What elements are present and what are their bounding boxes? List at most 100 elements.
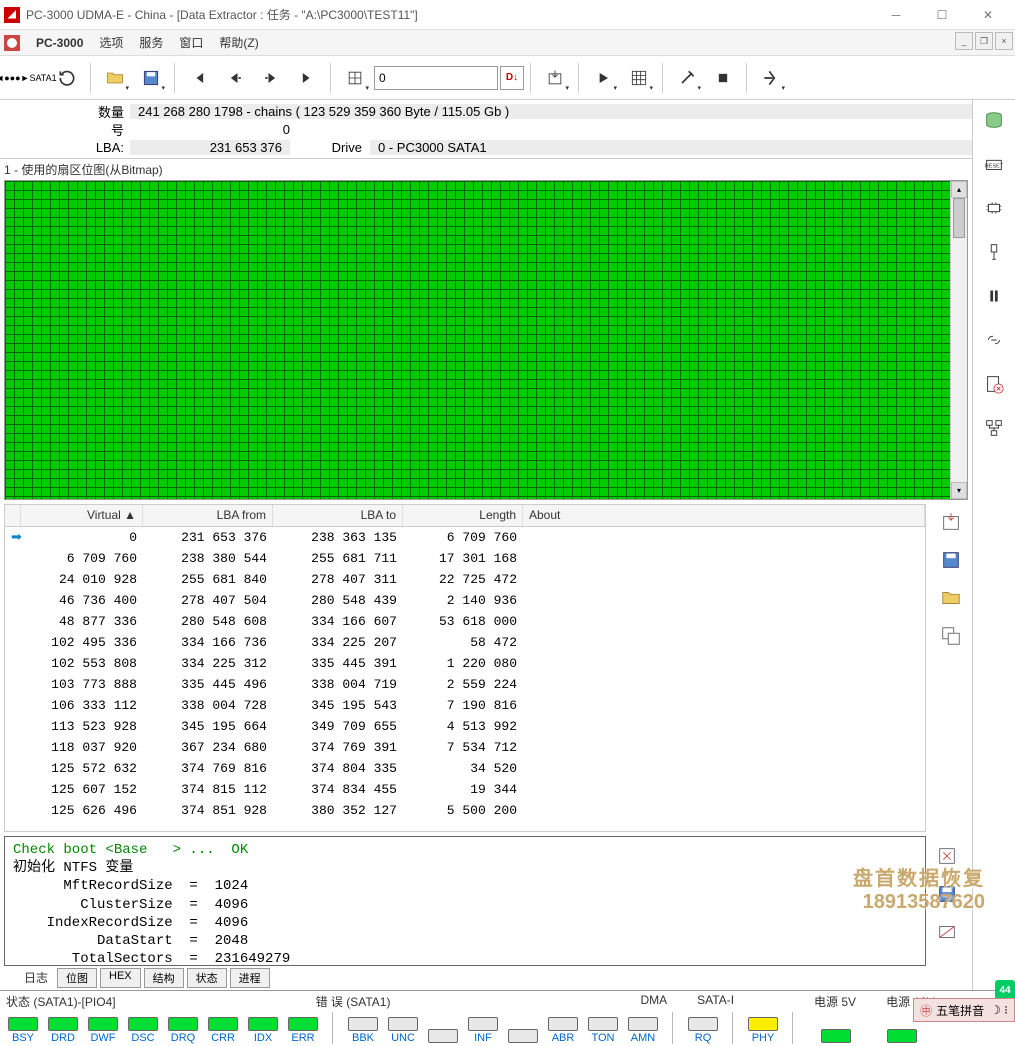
link-button[interactable] xyxy=(980,326,1008,354)
toolbar: ◄●●●► SATA1 ▾ ▾ ▾ D↓ ▾ ▾ ▾ ▾ ▾ xyxy=(0,56,1015,100)
grid2-button[interactable]: ▾ xyxy=(622,61,656,95)
table-open-button[interactable] xyxy=(937,584,965,612)
ime-bar[interactable]: ㊥ 五笔拼音 ☽ ⁝ xyxy=(913,998,1015,1022)
sector-map[interactable] xyxy=(5,181,950,499)
scroll-down-button[interactable]: ▾ xyxy=(951,482,967,499)
table-header: Virtual ▲ LBA from LBA to Length About xyxy=(5,505,925,527)
scroll-up-button[interactable]: ▴ xyxy=(951,181,967,198)
info-panel: 数量 241 268 280 1798 - chains ( 123 529 3… xyxy=(0,100,972,158)
col-virtual[interactable]: Virtual ▲ xyxy=(21,505,143,526)
scroll-thumb[interactable] xyxy=(953,198,965,238)
status-led-DRQ: DRQ xyxy=(166,1017,200,1044)
table-row[interactable]: 102 495 336334 166 736334 225 20758 472 xyxy=(5,632,925,653)
status-led-blank xyxy=(506,1029,540,1044)
log-clear-button[interactable] xyxy=(933,842,961,870)
lba-go-button[interactable]: D↓ xyxy=(500,66,524,90)
status-led-PHY: PHY xyxy=(746,1017,780,1044)
info-drive-value: 0 - PC3000 SATA1 xyxy=(370,140,972,155)
ime-badge: 44 xyxy=(995,980,1015,1000)
app-name: PC-3000 xyxy=(28,36,91,50)
minimize-button[interactable]: ─ xyxy=(873,0,919,30)
table-window-button[interactable] xyxy=(937,622,965,650)
prev-button[interactable] xyxy=(218,61,252,95)
doc-delete-button[interactable] xyxy=(980,370,1008,398)
chip-button[interactable] xyxy=(980,194,1008,222)
table-export-button[interactable] xyxy=(937,508,965,536)
info-number-value: 0 xyxy=(130,122,290,137)
connector-button[interactable] xyxy=(980,238,1008,266)
status-led-DSC: DSC xyxy=(126,1017,160,1044)
table-row[interactable]: 24 010 928255 681 840278 407 31122 725 4… xyxy=(5,569,925,590)
play-button[interactable]: ▾ xyxy=(586,61,620,95)
refresh-button[interactable] xyxy=(50,61,84,95)
sector-map-container: ▴ ▾ xyxy=(4,180,968,500)
save-button[interactable]: ▾ xyxy=(134,61,168,95)
status-led-ABR: ABR xyxy=(546,1017,580,1044)
log-scroll-button[interactable] xyxy=(933,918,961,946)
menu-help[interactable]: 帮助(Z) xyxy=(211,34,266,51)
status-led-CRR: CRR xyxy=(206,1017,240,1044)
tab-state[interactable]: 状态 xyxy=(187,968,227,988)
table-row[interactable]: 102 553 808334 225 312335 445 3911 220 0… xyxy=(5,653,925,674)
mdi-restore-button[interactable]: ❐ xyxy=(975,32,993,50)
table-row[interactable]: 125 626 496374 851 928380 352 1275 500 2… xyxy=(5,800,925,821)
sector-map-title: 1 - 使用的扇区位图(从Bitmap) xyxy=(0,158,972,180)
first-button[interactable] xyxy=(182,61,216,95)
status-bar: 状态 (SATA1)-[PIO4] 错 误 (SATA1) DMA SATA-I… xyxy=(0,990,1015,1046)
next-button[interactable] xyxy=(254,61,288,95)
table-body[interactable]: ➡0231 653 376238 363 1356 709 7606 709 7… xyxy=(5,527,925,831)
menu-options[interactable]: 选项 xyxy=(91,34,131,51)
table-row[interactable]: 48 877 336280 548 608334 166 60753 618 0… xyxy=(5,611,925,632)
tab-hex[interactable]: HEX xyxy=(100,968,141,988)
mdi-close-button[interactable]: × xyxy=(995,32,1013,50)
table-row[interactable]: ➡0231 653 376238 363 1356 709 760 xyxy=(5,527,925,548)
status-led-BSY: BSY xyxy=(6,1017,40,1044)
stop-button[interactable] xyxy=(706,61,740,95)
status-group2-label: 错 误 (SATA1) xyxy=(316,993,391,1010)
grid-button[interactable]: ▾ xyxy=(338,61,372,95)
menu-services[interactable]: 服务 xyxy=(131,34,171,51)
table-row[interactable]: 106 333 112338 004 728345 195 5437 190 8… xyxy=(5,695,925,716)
right-toolbar: RESET xyxy=(973,100,1015,990)
col-length[interactable]: Length xyxy=(403,505,523,526)
table-row[interactable]: 125 572 632374 769 816374 804 33534 520 xyxy=(5,758,925,779)
sector-scrollbar[interactable]: ▴ ▾ xyxy=(950,181,967,499)
reset-button[interactable]: RESET xyxy=(980,150,1008,178)
last-button[interactable] xyxy=(290,61,324,95)
tools-button[interactable]: ▾ xyxy=(670,61,704,95)
table-row[interactable]: 113 523 928345 195 664349 709 6554 513 9… xyxy=(5,716,925,737)
tab-structure[interactable]: 结构 xyxy=(144,968,184,988)
status-led-DWF: DWF xyxy=(86,1017,120,1044)
pause-button[interactable] xyxy=(980,282,1008,310)
svg-text:RESET: RESET xyxy=(985,164,1004,170)
drive-icon[interactable] xyxy=(980,106,1008,134)
status-led-ERR: ERR xyxy=(286,1017,320,1044)
sata-port-button[interactable]: ◄●●●► SATA1 xyxy=(4,61,48,95)
table-row[interactable]: 6 709 760238 380 544255 681 71117 301 16… xyxy=(5,548,925,569)
maximize-button[interactable]: ☐ xyxy=(919,0,965,30)
exit-button[interactable]: ▾ xyxy=(754,61,788,95)
table-row[interactable]: 103 773 888335 445 496338 004 7192 559 2… xyxy=(5,674,925,695)
col-lba-to[interactable]: LBA to xyxy=(273,505,403,526)
app-logo-icon xyxy=(4,35,20,51)
menu-window[interactable]: 窗口 xyxy=(171,34,211,51)
export-button[interactable]: ▾ xyxy=(538,61,572,95)
table-save-button[interactable] xyxy=(937,546,965,574)
status-dma-label: DMA xyxy=(640,993,667,1010)
tabs-label: 日志 xyxy=(18,968,54,988)
lba-input[interactable] xyxy=(374,66,498,90)
table-row[interactable]: 125 607 152374 815 112374 834 45519 344 xyxy=(5,779,925,800)
log-output[interactable]: Check boot <Base > ... OK初始化 NTFS 变量 Mft… xyxy=(4,836,926,966)
tab-process[interactable]: 进程 xyxy=(230,968,270,988)
log-save-button[interactable] xyxy=(933,880,961,908)
open-button[interactable]: ▾ xyxy=(98,61,132,95)
col-about[interactable]: About xyxy=(523,505,925,526)
status-led-TON: TON xyxy=(586,1017,620,1044)
table-row[interactable]: 118 037 920367 234 680374 769 3917 534 7… xyxy=(5,737,925,758)
hierarchy-button[interactable] xyxy=(980,414,1008,442)
table-row[interactable]: 46 736 400278 407 504280 548 4392 140 93… xyxy=(5,590,925,611)
mdi-minimize-button[interactable]: _ xyxy=(955,32,973,50)
col-lba-from[interactable]: LBA from xyxy=(143,505,273,526)
tab-bitmap[interactable]: 位图 xyxy=(57,968,97,988)
close-button[interactable]: ✕ xyxy=(965,0,1011,30)
